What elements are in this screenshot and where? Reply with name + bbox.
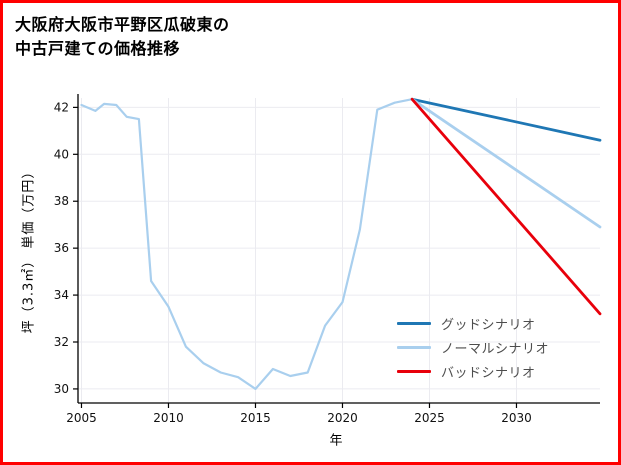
x-tick-label: 2015: [240, 411, 271, 425]
y-tick-label: 42: [54, 100, 69, 114]
y-tick-label: 36: [54, 241, 69, 255]
legend-swatch-1: [397, 345, 431, 349]
legend-item-2: バッドシナリオ: [397, 364, 549, 381]
chart-title: 大阪府大阪市平野区瓜破東の 中古戸建ての価格推移: [15, 13, 230, 61]
legend-label-2: バッドシナリオ: [441, 365, 536, 381]
x-tick-label: 2010: [153, 411, 184, 425]
x-tick-label: 2030: [501, 411, 532, 425]
y-axis-label: 坪（3.3㎡） 単価（万円）: [21, 164, 37, 334]
series-history: [80, 98, 414, 390]
y-tick-label: 34: [54, 288, 69, 302]
y-tick-label: 40: [54, 147, 69, 161]
series-good-scenario: [410, 97, 602, 142]
price-trend-line-chart: 2005 2010 2015 2020 2025 2030 30 32 34 36 38 40 42: [54, 94, 602, 425]
chart-title-line2: 中古戸建ての価格推移: [15, 39, 181, 58]
chart-title-line1: 大阪府大阪市平野区瓜破東の: [15, 15, 230, 34]
y-tick-label: 30: [54, 382, 69, 396]
x-axis-label: 年: [329, 433, 343, 449]
legend-item-0: グッドシナリオ: [397, 316, 549, 333]
y-tick-label: 38: [54, 194, 69, 208]
series-bad-scenario: [410, 97, 602, 316]
legend-swatch-0: [397, 321, 431, 325]
x-tick-label: 2025: [414, 411, 445, 425]
x-tick-label: 2005: [66, 411, 97, 425]
x-tick-label: 2020: [327, 411, 358, 425]
series-normal-scenario: [410, 97, 602, 229]
legend-item-1: ノーマルシナリオ: [397, 340, 550, 357]
chart-legend: グッドシナリオ ノーマルシナリオ バッドシナリオ: [397, 316, 550, 381]
legend-label-0: グッドシナリオ: [441, 317, 536, 333]
legend-label-1: ノーマルシナリオ: [441, 341, 550, 357]
legend-swatch-2: [397, 369, 431, 373]
y-tick-label: 32: [54, 335, 69, 349]
